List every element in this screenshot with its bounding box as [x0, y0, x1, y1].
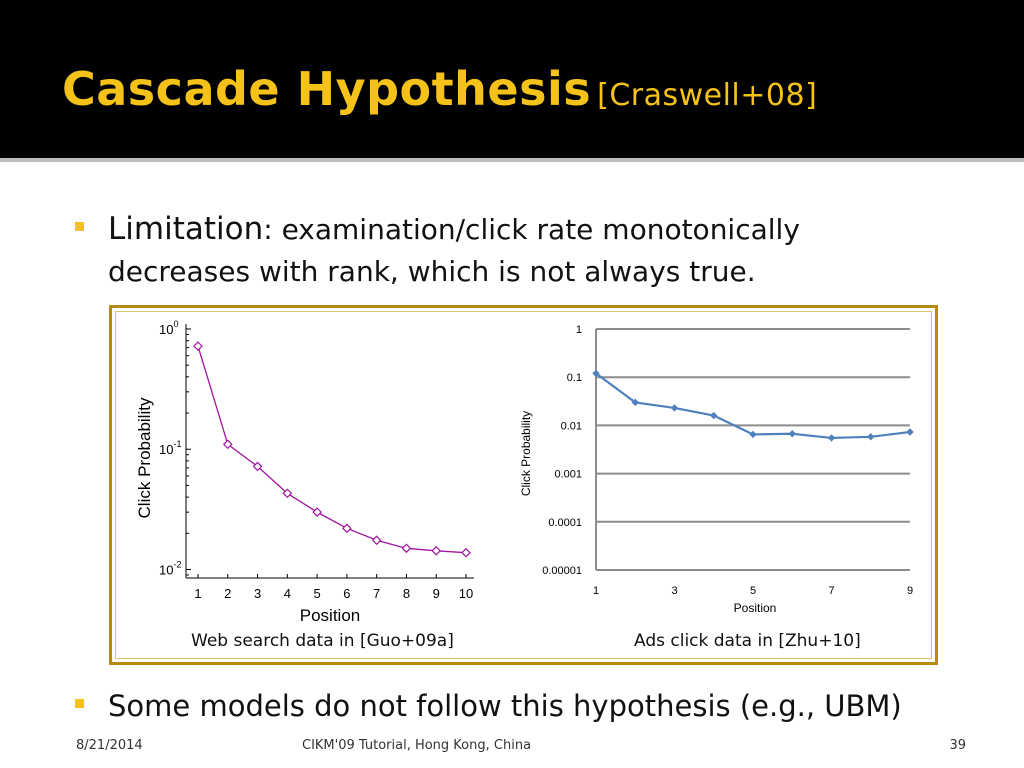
series-line	[197, 345, 467, 554]
data-point	[631, 398, 639, 407]
bullet-marker	[75, 699, 84, 708]
title-divider	[0, 158, 1024, 162]
data-point	[461, 547, 471, 558]
x-tick-label: 4	[284, 586, 291, 601]
data-point	[867, 433, 875, 441]
data-point	[312, 507, 322, 517]
y-tick-base: 10	[159, 442, 173, 457]
x-tick-label: 3	[254, 586, 261, 601]
y-tick-base: 10	[159, 563, 173, 578]
data-point	[401, 543, 412, 554]
caption-web-search: Web search data in [Guo+09a]	[191, 631, 454, 651]
data-point	[670, 404, 679, 412]
x-tick-label: 2	[224, 586, 231, 601]
x-tick-label: 6	[343, 586, 350, 601]
bullet-marker	[75, 222, 84, 231]
y-axis-label: Click Probability	[519, 411, 533, 496]
y-tick-label: 0.1	[567, 372, 582, 384]
y-tick-label: 10-2	[159, 560, 181, 578]
data-point	[431, 545, 442, 556]
data-point	[749, 430, 757, 439]
y-axis-label: Click Probability	[135, 397, 154, 518]
bullet-text-line1: : examination/click rate monotonically	[263, 213, 800, 246]
y-tick-exponent: 0	[173, 319, 178, 329]
x-axis-label: Position	[300, 606, 360, 625]
x-tick-label: 8	[403, 586, 410, 601]
x-tick-label: 5	[313, 586, 320, 601]
data-point	[592, 369, 600, 378]
y-tick-label: 0.0001	[548, 517, 582, 529]
footer-venue: CIKM'09 Tutorial, Hong Kong, China	[302, 738, 532, 753]
footer-page-number: 39	[949, 738, 966, 753]
footer-date: 8/21/2014	[76, 738, 143, 753]
bullet-limitation: Limitation: examination/click rate monot…	[75, 208, 800, 293]
x-tick-label: 10	[459, 586, 473, 601]
data-point	[906, 428, 914, 436]
y-tick-exponent: -2	[173, 560, 181, 570]
title-bar: Cascade Hypothesis [Craswell+08]	[0, 0, 1024, 158]
data-point	[710, 411, 718, 420]
data-point	[342, 523, 352, 534]
x-tick-label: 1	[593, 585, 599, 597]
y-tick-label: 1	[576, 324, 582, 336]
y-tick-label: 10-1	[159, 439, 181, 457]
slide-title-text: Cascade Hypothesis	[62, 62, 592, 116]
data-point	[827, 434, 836, 442]
x-axis-label: Position	[734, 601, 777, 615]
caption-ads-click: Ads click data in [Zhu+10]	[634, 631, 861, 651]
y-tick-exponent: -1	[173, 439, 181, 449]
y-tick-label: 0.001	[554, 469, 582, 481]
slide-title-citation: [Craswell+08]	[597, 78, 818, 113]
y-tick-label: 0.01	[561, 420, 582, 432]
data-point	[282, 488, 293, 499]
x-tick-label: 3	[671, 585, 677, 597]
bullet-ubm: Some models do not follow this hypothesi…	[75, 685, 902, 727]
data-point	[252, 461, 263, 472]
y-tick-label: 0.00001	[542, 565, 582, 577]
slide-title: Cascade Hypothesis [Craswell+08]	[62, 62, 817, 116]
y-tick-base: 10	[159, 322, 173, 337]
bullet-text-line2: decreases with rank, which is not always…	[108, 255, 756, 288]
figure-frame: Web search data in [Guo+09a] Ads click d…	[109, 305, 938, 665]
data-point	[222, 439, 233, 450]
x-tick-label: 9	[433, 586, 440, 601]
y-tick-label: 100	[159, 319, 178, 337]
bullet-text: Some models do not follow this hypothesi…	[108, 689, 902, 723]
x-tick-label: 7	[828, 585, 834, 597]
data-point	[371, 535, 382, 546]
chart-ads-click: 1 0.1 0.01 0.001 0.0001 0.00001 1 3 5 7 9 Position C…	[519, 324, 914, 615]
data-point	[788, 430, 796, 438]
series-line	[595, 372, 911, 440]
data-point	[193, 341, 203, 351]
x-tick-label: 9	[907, 585, 913, 597]
figure-frame-inner	[115, 311, 932, 659]
x-tick-label: 5	[750, 585, 756, 597]
x-tick-label: 7	[373, 586, 380, 601]
bullet-lead: Limitation	[108, 211, 264, 247]
x-tick-label: 1	[194, 586, 201, 601]
